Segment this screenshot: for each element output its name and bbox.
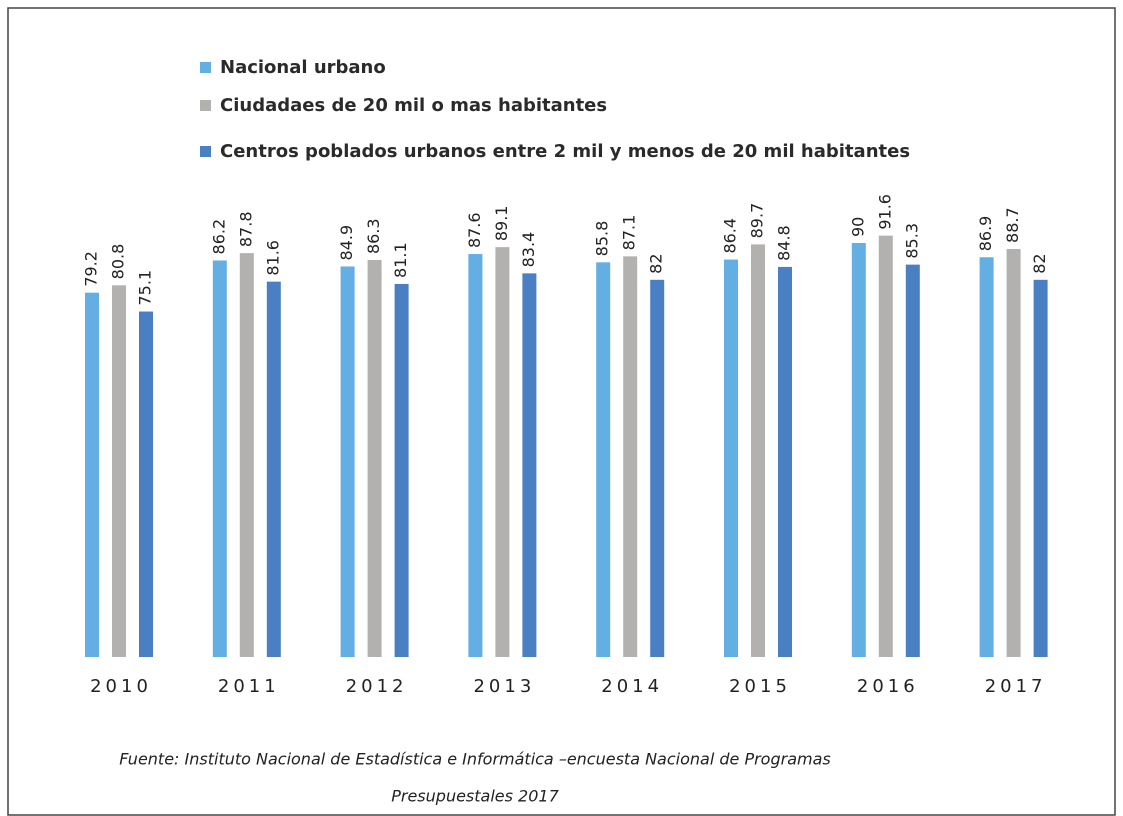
frame (7, 7, 1116, 816)
legend-swatch (200, 62, 211, 73)
x-tick-label: 2017 (985, 676, 1047, 697)
bar (468, 254, 483, 658)
bar (596, 262, 611, 657)
value-label: 81.1 (391, 242, 410, 278)
value-label: 84.8 (775, 225, 794, 261)
value-label: 86.3 (364, 218, 383, 254)
value-label: 80.8 (109, 244, 128, 280)
bar (1006, 248, 1021, 658)
value-label: 84.9 (337, 225, 356, 261)
bar (724, 259, 738, 657)
x-tick-label: 2014 (601, 676, 663, 697)
source-note: Presupuestales 2017 (391, 787, 559, 806)
x-tick-label: 2010 (90, 676, 152, 697)
x-tick-label: 2011 (218, 676, 280, 697)
value-label: 82 (647, 253, 666, 273)
bar (778, 266, 792, 657)
value-label: 87.1 (620, 215, 639, 251)
bar (522, 273, 537, 657)
value-label: 86.2 (209, 219, 228, 255)
legend-swatch (200, 146, 211, 157)
bar (85, 292, 99, 657)
bar (112, 285, 126, 657)
value-label: 86.4 (721, 218, 740, 254)
bar (340, 266, 355, 657)
bar (623, 256, 638, 657)
value-label: 75.1 (136, 270, 155, 306)
bar (495, 247, 510, 657)
x-tick-label: 2013 (473, 676, 535, 697)
bar (851, 243, 866, 657)
value-label: 87.6 (465, 212, 484, 248)
bar (1033, 279, 1048, 657)
bar (878, 235, 893, 657)
x-tick-label: 2012 (346, 676, 408, 697)
value-label: 85.8 (593, 221, 612, 257)
value-label: 91.6 (875, 194, 894, 230)
bar (751, 244, 765, 657)
value-label: 88.7 (1003, 207, 1022, 243)
legend-label: Ciudadaes de 20 mil o mas habitantes (220, 95, 607, 116)
value-label: 86.9 (976, 216, 995, 252)
bar (979, 257, 994, 657)
source-note: Fuente: Instituto Nacional de Estadístic… (119, 750, 830, 769)
value-label: 83.4 (519, 232, 538, 268)
bar (650, 279, 665, 657)
bar (266, 281, 281, 657)
value-label: 82 (1030, 253, 1049, 273)
bar (367, 260, 382, 657)
value-label: 81.6 (263, 240, 282, 276)
value-label: 90 (848, 217, 867, 237)
value-label: 89.1 (492, 206, 511, 242)
legend-label: Nacional urbano (220, 57, 386, 78)
x-tick-label: 2016 (857, 676, 919, 697)
legend-label: Centros poblados urbanos entre 2 mil y m… (220, 141, 910, 162)
legend-swatch (200, 100, 211, 111)
bar (394, 283, 409, 657)
value-label: 87.8 (236, 211, 255, 247)
x-tick-label: 2015 (729, 676, 791, 697)
bar (139, 311, 153, 657)
bar (905, 264, 920, 657)
value-label: 79.2 (82, 251, 101, 287)
value-label: 89.7 (748, 203, 767, 239)
bar (212, 260, 227, 657)
bar (239, 253, 254, 657)
value-label: 85.3 (902, 223, 921, 259)
